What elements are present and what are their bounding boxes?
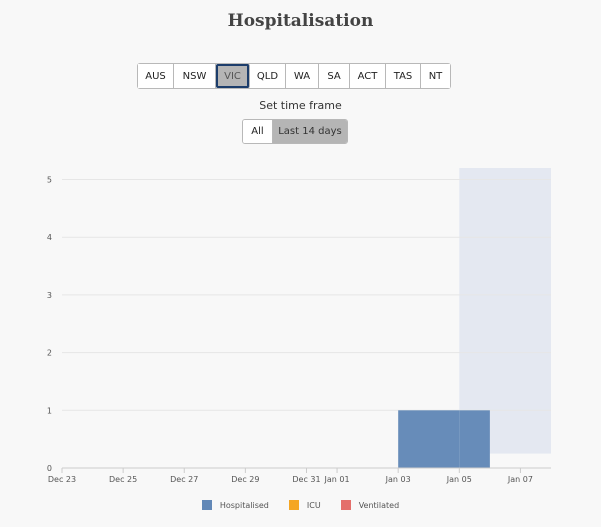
legend-item-hospitalised[interactable]: Hospitalised [201, 500, 269, 510]
legend-swatch-ventilated [340, 500, 351, 510]
legend-label-icu: ICU [306, 500, 321, 510]
timeframe-label: Set time frame [259, 99, 342, 112]
region-selector: AUS NSW VIC QLD WA SA ACT TAS NT [137, 63, 451, 89]
x-tick-label-dec-23: Dec 23 [48, 475, 76, 484]
legend-label-ventilated: Ventilated [358, 500, 400, 510]
y-tick-label-3: 3 [47, 291, 52, 300]
x-tick-label-dec-27: Dec 27 [170, 475, 198, 484]
legend-label-hospitalised: Hospitalised [219, 500, 269, 510]
x-tick-label-jan-07: Jan 07 [507, 475, 533, 484]
timeframe-selector: All Last 14 days [242, 119, 348, 144]
x-tick-label-dec-29: Dec 29 [231, 475, 259, 484]
timeframe-all-button[interactable]: All [243, 120, 273, 143]
region-button-tas[interactable]: TAS [386, 64, 421, 88]
legend-swatch-hospitalised [201, 500, 212, 510]
bar-hospitalised-1 [459, 410, 490, 468]
region-button-aus[interactable]: AUS [138, 64, 174, 88]
region-button-sa[interactable]: SA [319, 64, 350, 88]
region-button-vic[interactable]: VIC [216, 64, 250, 88]
legend-item-ventilated[interactable]: Ventilated [340, 500, 400, 510]
y-tick-label-5: 5 [47, 176, 52, 185]
region-button-wa[interactable]: WA [286, 64, 319, 88]
region-button-qld[interactable]: QLD [250, 64, 286, 88]
region-button-act[interactable]: ACT [350, 64, 386, 88]
chart-title: Hospitalisation [227, 11, 374, 31]
legend-item-icu[interactable]: ICU [288, 500, 321, 510]
region-button-nt[interactable]: NT [421, 64, 450, 88]
bar-hospitalised-0 [398, 410, 460, 468]
x-tick-label-dec-31: Dec 31 [292, 475, 320, 484]
highlight-band [459, 168, 551, 454]
x-tick-label-jan-01: Jan 01 [324, 475, 350, 484]
region-button-nsw[interactable]: NSW [174, 64, 216, 88]
x-tick-label-dec-25: Dec 25 [109, 475, 137, 484]
chart-legend: Hospitalised ICU Ventilated [0, 500, 601, 510]
y-tick-label-2: 2 [47, 349, 52, 358]
y-tick-label-0: 0 [47, 464, 52, 473]
legend-swatch-icu [288, 500, 299, 510]
x-tick-label-jan-05: Jan 05 [446, 475, 472, 484]
timeframe-last-14-days-button[interactable]: Last 14 days [273, 120, 347, 143]
y-tick-label-1: 1 [47, 406, 52, 415]
y-tick-label-4: 4 [47, 233, 52, 242]
x-tick-label-jan-03: Jan 03 [385, 475, 411, 484]
